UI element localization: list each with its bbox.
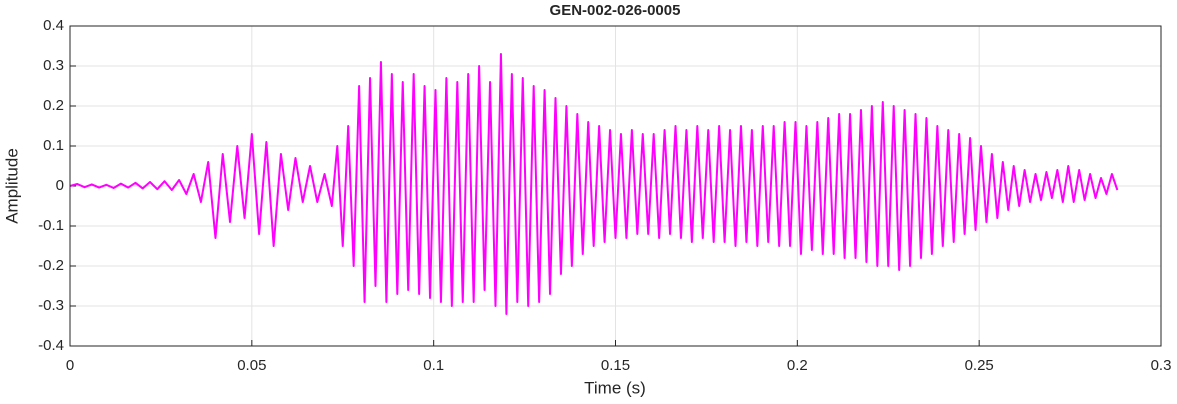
y-tick-label: -0.1	[38, 217, 64, 234]
axes-box	[69, 25, 1162, 347]
x-tick-label: 0.25	[965, 357, 994, 374]
x-tick-label: 0.3	[1151, 357, 1172, 374]
x-tick-label: 0.2	[787, 357, 808, 374]
x-tick-label: 0	[66, 357, 74, 374]
y-tick-label: 0.4	[43, 17, 64, 34]
y-tick-label: 0.3	[43, 57, 64, 74]
y-tick-label: -0.4	[38, 337, 64, 354]
y-axis-label: Amplitude	[2, 148, 21, 224]
x-tick-label: 0.15	[601, 357, 630, 374]
y-tick-label: 0.2	[43, 97, 64, 114]
y-tick-label: -0.3	[38, 297, 64, 314]
waveform-line	[69, 53, 1119, 315]
chart-title: GEN-002-026-0005	[550, 2, 681, 19]
y-tick-label: 0.1	[43, 137, 64, 154]
x-tick-label: 0.05	[237, 357, 266, 374]
x-axis-label: Time (s)	[584, 378, 646, 397]
y-tick-label: -0.2	[38, 257, 64, 274]
x-tick-label: 0.1	[423, 357, 444, 374]
y-tick-label: 0	[56, 177, 64, 194]
